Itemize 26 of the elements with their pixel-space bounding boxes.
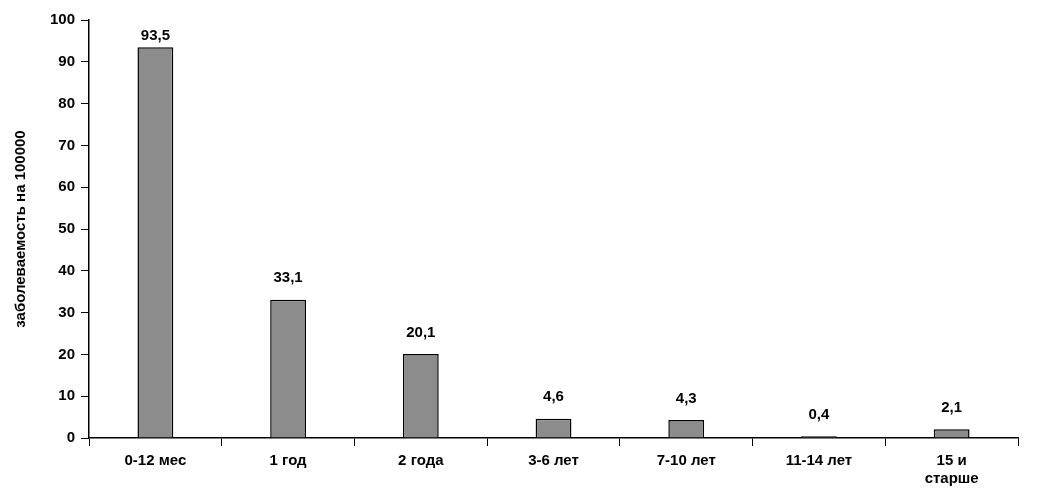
x-tick-label: 15 и старше bbox=[924, 451, 979, 487]
y-tick-label: 40 bbox=[58, 260, 76, 278]
y-tick-label: 10 bbox=[58, 386, 76, 404]
y-tick-label: 60 bbox=[58, 177, 76, 195]
y-tick-label: 50 bbox=[58, 219, 76, 237]
y-tick-label: 70 bbox=[58, 135, 76, 153]
x-tick-label: 1 год bbox=[269, 451, 308, 469]
y-tick-label: 90 bbox=[58, 51, 76, 69]
y-tick-label: 0 bbox=[66, 428, 76, 446]
y-axis-title: заболеваемость на 100000 bbox=[11, 130, 29, 328]
y-tick-label: 20 bbox=[58, 344, 76, 362]
x-tick-label: 2 года bbox=[398, 451, 445, 469]
data-label: 4,6 bbox=[543, 387, 564, 405]
data-label: 2,1 bbox=[941, 397, 963, 415]
x-tick-label: 0-12 мес bbox=[124, 451, 187, 469]
data-label: 20,1 bbox=[406, 322, 436, 340]
data-label: 93,5 bbox=[140, 25, 170, 43]
data-label: 4,3 bbox=[675, 388, 697, 406]
y-tick-label: 30 bbox=[58, 302, 76, 320]
y-tick-label: 100 bbox=[50, 10, 76, 28]
x-tick-label: 11-14 лет bbox=[785, 451, 853, 469]
y-tick-label: 80 bbox=[58, 93, 76, 111]
data-label: 33,1 bbox=[273, 268, 303, 286]
x-tick-label: 3-6 лет bbox=[528, 451, 579, 469]
x-tick-label: 7-10 лет bbox=[656, 451, 716, 469]
data-label: 0,4 bbox=[808, 404, 831, 422]
